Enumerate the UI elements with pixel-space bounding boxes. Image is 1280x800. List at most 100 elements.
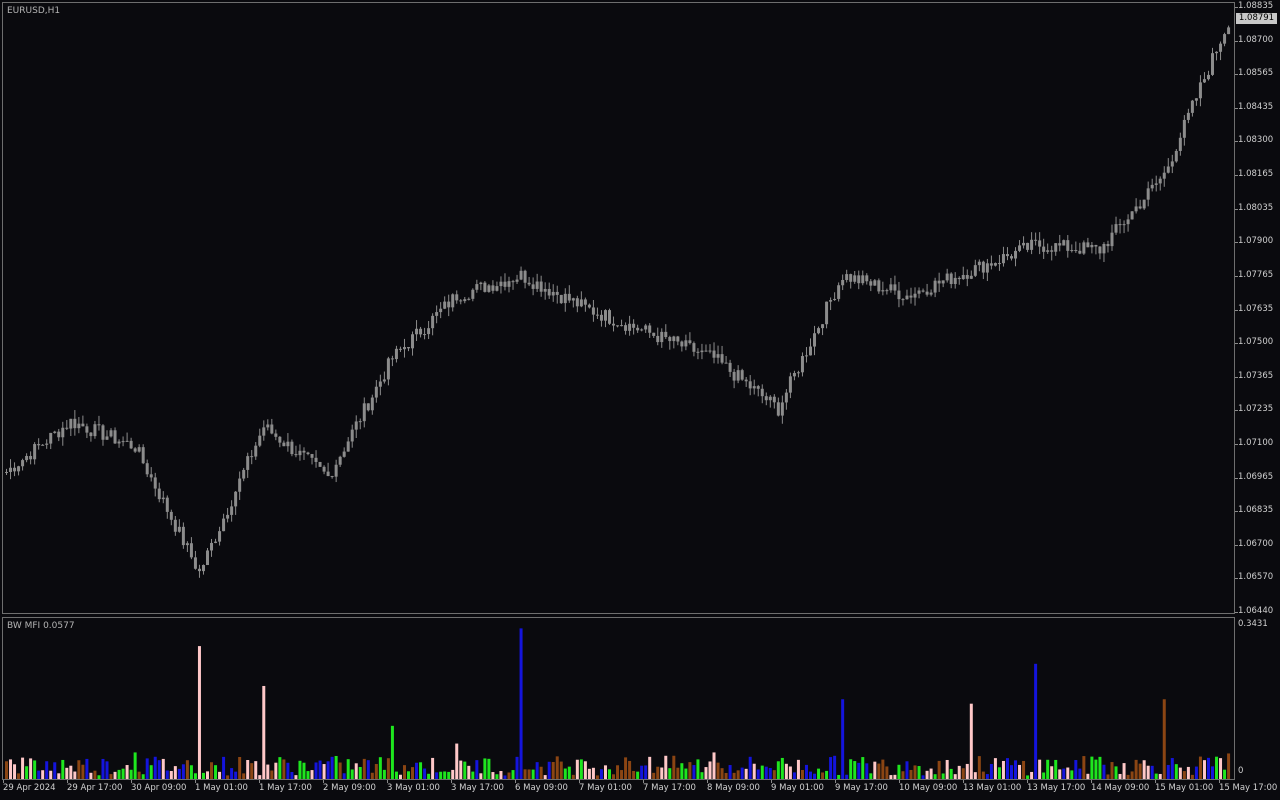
candlestick-chart[interactable] — [3, 3, 1234, 613]
mfi-bar — [909, 769, 913, 779]
mfi-bar — [1098, 756, 1102, 779]
mfi-bar — [346, 759, 350, 779]
mfi-bar — [1062, 768, 1066, 779]
candle-body — [286, 441, 290, 447]
mfi-bar — [624, 757, 628, 779]
candle-body — [97, 424, 101, 426]
candle-body — [29, 455, 33, 460]
candle — [262, 420, 266, 441]
time-axis-tick — [387, 780, 388, 783]
mfi-bar — [306, 771, 310, 779]
candle — [833, 292, 837, 301]
mfi-bar — [977, 756, 981, 779]
candle-body — [53, 431, 57, 433]
mfi-bar — [398, 774, 402, 779]
candle-body — [25, 455, 29, 461]
candle — [394, 345, 398, 363]
candle-body — [427, 328, 431, 335]
candle-body — [302, 450, 306, 453]
candle — [1005, 247, 1009, 261]
candle — [893, 275, 897, 295]
price-chart-pane[interactable]: EURUSD,H1 — [2, 2, 1235, 614]
mfi-bar — [455, 743, 459, 779]
candle — [149, 467, 153, 482]
mfi-bar — [61, 759, 65, 779]
mfi-bar — [378, 757, 382, 779]
candle-body — [620, 325, 624, 327]
candle — [29, 451, 33, 465]
candle — [49, 432, 53, 450]
mfi-bar — [636, 771, 640, 779]
candle — [1082, 240, 1086, 255]
price-axis-tick — [1235, 141, 1238, 143]
mfi-bar — [222, 756, 226, 779]
candle-body — [997, 263, 1001, 265]
candle — [479, 281, 483, 291]
mfi-bar — [644, 765, 648, 779]
mfi-bar — [672, 755, 676, 779]
candle-body — [696, 351, 700, 353]
candle-body — [732, 371, 736, 381]
mfi-bar — [539, 766, 543, 779]
mfi-bar — [889, 775, 893, 779]
mfi-bar — [25, 766, 29, 779]
candle-body — [262, 427, 266, 436]
candle-body — [981, 261, 985, 273]
mfi-bar — [708, 761, 712, 779]
candle-body — [1154, 183, 1158, 185]
price-axis-tick — [1235, 74, 1238, 76]
candle — [869, 279, 873, 292]
candle — [905, 289, 909, 300]
candle-body — [973, 265, 977, 276]
candle — [1046, 243, 1050, 254]
candle-body — [728, 362, 732, 372]
candle-body — [1010, 256, 1013, 259]
price-axis-tick — [1235, 40, 1238, 42]
mfi-bar — [290, 772, 294, 779]
candle-body — [314, 457, 318, 462]
mfi-bar — [949, 768, 953, 779]
candle — [1215, 51, 1219, 61]
candle — [527, 276, 531, 287]
mfi-bar — [519, 628, 523, 779]
candle — [1178, 132, 1182, 156]
mfi-bar — [772, 770, 776, 779]
candle-body — [1098, 246, 1102, 254]
candle — [644, 323, 648, 333]
mfi-bar — [1078, 768, 1082, 779]
candle-body — [612, 323, 616, 326]
candle — [354, 415, 358, 439]
candle-body — [415, 328, 419, 335]
mfi-bar — [137, 771, 141, 779]
candle-body — [531, 284, 535, 289]
mfi-bar — [813, 773, 817, 779]
candle-body — [101, 425, 105, 440]
candle — [382, 371, 386, 384]
mfi-bar — [1118, 773, 1122, 779]
candle-body — [89, 432, 93, 437]
candle-body — [833, 298, 837, 301]
indicator-pane[interactable]: BW MFI 0.0577 — [2, 617, 1235, 780]
mfi-histogram[interactable] — [3, 618, 1234, 779]
candle-body — [760, 388, 764, 397]
candle-body — [238, 478, 242, 492]
candle — [925, 283, 929, 297]
candle-body — [479, 282, 483, 285]
candle-body — [885, 290, 889, 292]
mfi-bar — [89, 772, 93, 779]
candle-body — [49, 432, 53, 444]
candle-body — [579, 299, 583, 307]
candle — [487, 283, 491, 293]
mfi-bar — [885, 766, 889, 779]
candle-body — [234, 491, 238, 507]
candle-body — [668, 337, 672, 342]
mfi-bar — [262, 685, 266, 779]
mfi-bar — [1086, 773, 1090, 779]
candle — [929, 289, 933, 297]
candle — [230, 500, 234, 522]
candle — [415, 320, 419, 341]
candle — [704, 344, 708, 352]
mfi-bar — [527, 769, 531, 779]
mfi-bar — [1010, 765, 1013, 779]
candle-body — [857, 275, 861, 284]
